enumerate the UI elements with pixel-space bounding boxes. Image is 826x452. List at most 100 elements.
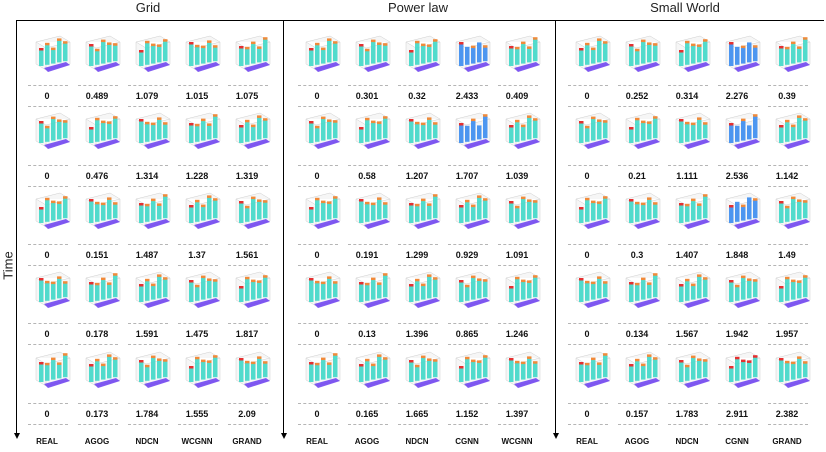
row-separator [768,344,808,345]
row-separator [178,85,218,86]
row-separator [398,106,438,107]
row-separator [448,165,488,166]
surface-plot-thumbnail [35,35,71,72]
surface-plot-thumbnail [625,351,661,388]
surface-plot-thumbnail [85,112,121,149]
method-label: WCGNN [181,437,213,446]
row-separator [568,424,608,425]
surface-plot-thumbnail [505,35,541,72]
row-separator [128,106,168,107]
row-separator [718,85,758,86]
row-separator [668,165,708,166]
surface-plot-thumbnail [625,192,661,229]
metric-value: 0 [314,329,320,339]
surface-plot-thumbnail [185,271,221,308]
row-separator [568,244,608,245]
surface-plot-thumbnail [505,271,541,308]
method-label: REAL [576,437,598,446]
row-separator [228,265,268,266]
row-separator [398,344,438,345]
surface-plot-thumbnail [775,112,811,149]
surface-plot-thumbnail [85,35,121,72]
row-separator [348,265,388,266]
row-separator [28,106,68,107]
surface-plot-thumbnail [185,192,221,229]
row-separator [228,323,268,324]
surface-plot-thumbnail [505,112,541,149]
row-separator [78,403,118,404]
row-separator [348,323,388,324]
metric-value: 1.475 [185,329,209,339]
metric-value: 0.58 [358,171,376,181]
row-separator [448,323,488,324]
method-label: AGOG [624,437,650,446]
row-separator [398,244,438,245]
metric-value: 0 [44,171,50,181]
surface-plot-thumbnail [455,271,491,308]
method-label: NDCN [675,437,699,446]
metric-value: 1.075 [235,91,259,101]
row-separator [78,106,118,107]
row-separator [128,265,168,266]
surface-plot-thumbnail [775,192,811,229]
surface-plot-thumbnail [305,112,341,149]
row-separator [498,186,538,187]
surface-plot-thumbnail [85,271,121,308]
row-separator [28,265,68,266]
row-separator [498,165,538,166]
surface-plot-thumbnail [575,271,611,308]
row-separator [398,424,438,425]
metric-value: 0.252 [625,91,649,101]
surface-plot-thumbnail [775,351,811,388]
row-separator [28,323,68,324]
row-separator [28,344,68,345]
row-separator [178,344,218,345]
metric-value: 1.37 [188,250,206,260]
surface-plot-thumbnail [235,351,271,388]
surface-plot-thumbnail [675,112,711,149]
time-axis-arrow [13,433,20,439]
row-separator [78,186,118,187]
method-label: GRAND [772,437,802,446]
surface-plot-thumbnail [405,351,441,388]
row-separator [718,424,758,425]
metric-value: 0.178 [85,329,109,339]
row-separator [78,165,118,166]
surface-plot-thumbnail [455,35,491,72]
metric-value: 0.476 [85,171,109,181]
row-separator [768,244,808,245]
row-separator [298,403,338,404]
row-separator [618,106,658,107]
metric-value: 0 [584,329,590,339]
metric-value: 0 [44,250,50,260]
row-separator [28,403,68,404]
metric-value: 0.39 [778,91,796,101]
row-separator [448,106,488,107]
metric-value: 1.152 [455,409,479,419]
row-separator [768,106,808,107]
surface-plot-thumbnail [135,35,171,72]
row-separator [28,244,68,245]
surface-plot-thumbnail [35,271,71,308]
metric-value: 0 [314,409,320,419]
time-axis-line [283,20,285,434]
row-separator [128,424,168,425]
surface-plot-thumbnail [575,351,611,388]
method-label: WCGNN [501,437,533,446]
surface-plot-thumbnail [575,112,611,149]
metric-value: 0.165 [355,409,379,419]
panel-title: Grid [135,0,161,15]
method-label: REAL [306,437,328,446]
surface-plot-thumbnail [725,112,761,149]
metric-value: 1.957 [775,329,799,339]
metric-value: 1.111 [676,171,698,181]
row-separator [498,424,538,425]
surface-plot-thumbnail [35,192,71,229]
metric-value: 1.817 [235,329,259,339]
row-separator [178,106,218,107]
metric-value: 1.207 [405,171,429,181]
row-separator [498,265,538,266]
row-separator [668,344,708,345]
metric-value: 1.567 [675,329,699,339]
row-separator [718,106,758,107]
